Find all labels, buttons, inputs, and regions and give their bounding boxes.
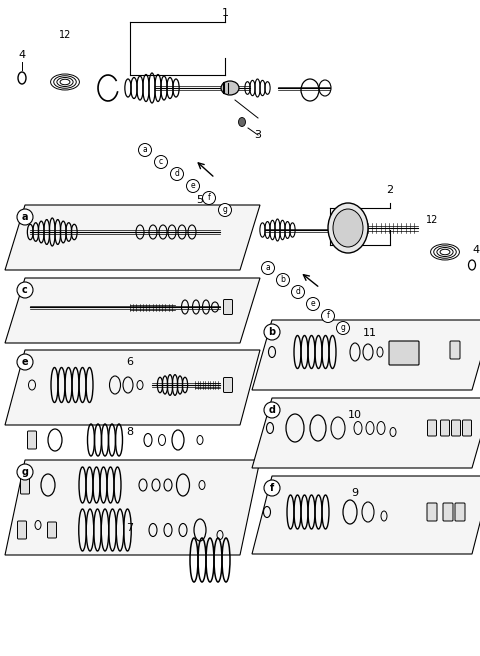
Text: 4: 4 (18, 50, 25, 60)
Circle shape (276, 274, 289, 287)
Polygon shape (5, 205, 260, 270)
Text: 8: 8 (126, 427, 133, 437)
Ellipse shape (221, 81, 239, 95)
Text: 1: 1 (221, 8, 228, 18)
Text: c: c (159, 157, 163, 167)
Text: f: f (270, 483, 274, 493)
FancyBboxPatch shape (428, 420, 436, 436)
Circle shape (17, 464, 33, 480)
Ellipse shape (333, 209, 363, 247)
Text: a: a (22, 212, 28, 222)
Circle shape (139, 144, 152, 157)
Text: b: b (268, 327, 276, 337)
Text: e: e (311, 300, 315, 308)
Text: 2: 2 (386, 185, 394, 195)
FancyBboxPatch shape (389, 341, 419, 365)
Polygon shape (5, 278, 260, 343)
FancyBboxPatch shape (27, 431, 36, 449)
FancyBboxPatch shape (455, 503, 465, 521)
Text: c: c (22, 285, 28, 295)
Text: 12: 12 (426, 215, 438, 225)
Text: 9: 9 (351, 488, 359, 498)
Text: 3: 3 (254, 130, 262, 140)
Text: b: b (281, 276, 286, 285)
Text: f: f (326, 312, 329, 321)
Text: g: g (341, 323, 346, 333)
Circle shape (264, 402, 280, 418)
Circle shape (291, 285, 304, 298)
FancyBboxPatch shape (17, 521, 26, 539)
Circle shape (307, 298, 320, 310)
Text: e: e (22, 357, 28, 367)
Polygon shape (5, 350, 260, 425)
Text: 5: 5 (196, 195, 204, 205)
Circle shape (170, 167, 183, 180)
Circle shape (17, 354, 33, 370)
FancyBboxPatch shape (441, 420, 449, 436)
Circle shape (218, 203, 231, 216)
Text: 7: 7 (126, 523, 133, 533)
Text: g: g (22, 467, 28, 477)
FancyBboxPatch shape (427, 503, 437, 521)
FancyBboxPatch shape (452, 420, 460, 436)
FancyBboxPatch shape (443, 503, 453, 521)
Circle shape (262, 262, 275, 274)
Text: a: a (143, 146, 147, 155)
Text: 12: 12 (59, 30, 71, 40)
Text: 6: 6 (127, 357, 133, 367)
Text: g: g (223, 205, 228, 215)
FancyBboxPatch shape (48, 522, 57, 538)
Circle shape (17, 282, 33, 298)
FancyBboxPatch shape (450, 341, 460, 359)
Text: 10: 10 (348, 410, 362, 420)
Polygon shape (5, 460, 260, 555)
Ellipse shape (239, 117, 245, 127)
Polygon shape (252, 398, 480, 468)
Circle shape (336, 321, 349, 335)
Circle shape (264, 324, 280, 340)
Circle shape (322, 310, 335, 323)
Circle shape (264, 480, 280, 496)
Text: 11: 11 (363, 328, 377, 338)
Text: d: d (175, 169, 180, 178)
FancyBboxPatch shape (21, 476, 29, 494)
Text: e: e (191, 182, 195, 190)
FancyBboxPatch shape (224, 377, 232, 392)
Circle shape (155, 155, 168, 169)
Text: f: f (208, 194, 210, 203)
FancyBboxPatch shape (224, 300, 232, 314)
Ellipse shape (328, 203, 368, 253)
Polygon shape (252, 476, 480, 554)
Text: 4: 4 (472, 245, 479, 255)
Circle shape (187, 180, 200, 192)
FancyBboxPatch shape (463, 420, 471, 436)
Circle shape (203, 192, 216, 205)
Circle shape (17, 209, 33, 225)
Text: d: d (268, 405, 276, 415)
Text: a: a (265, 264, 270, 272)
Text: d: d (296, 287, 300, 297)
Polygon shape (252, 320, 480, 390)
